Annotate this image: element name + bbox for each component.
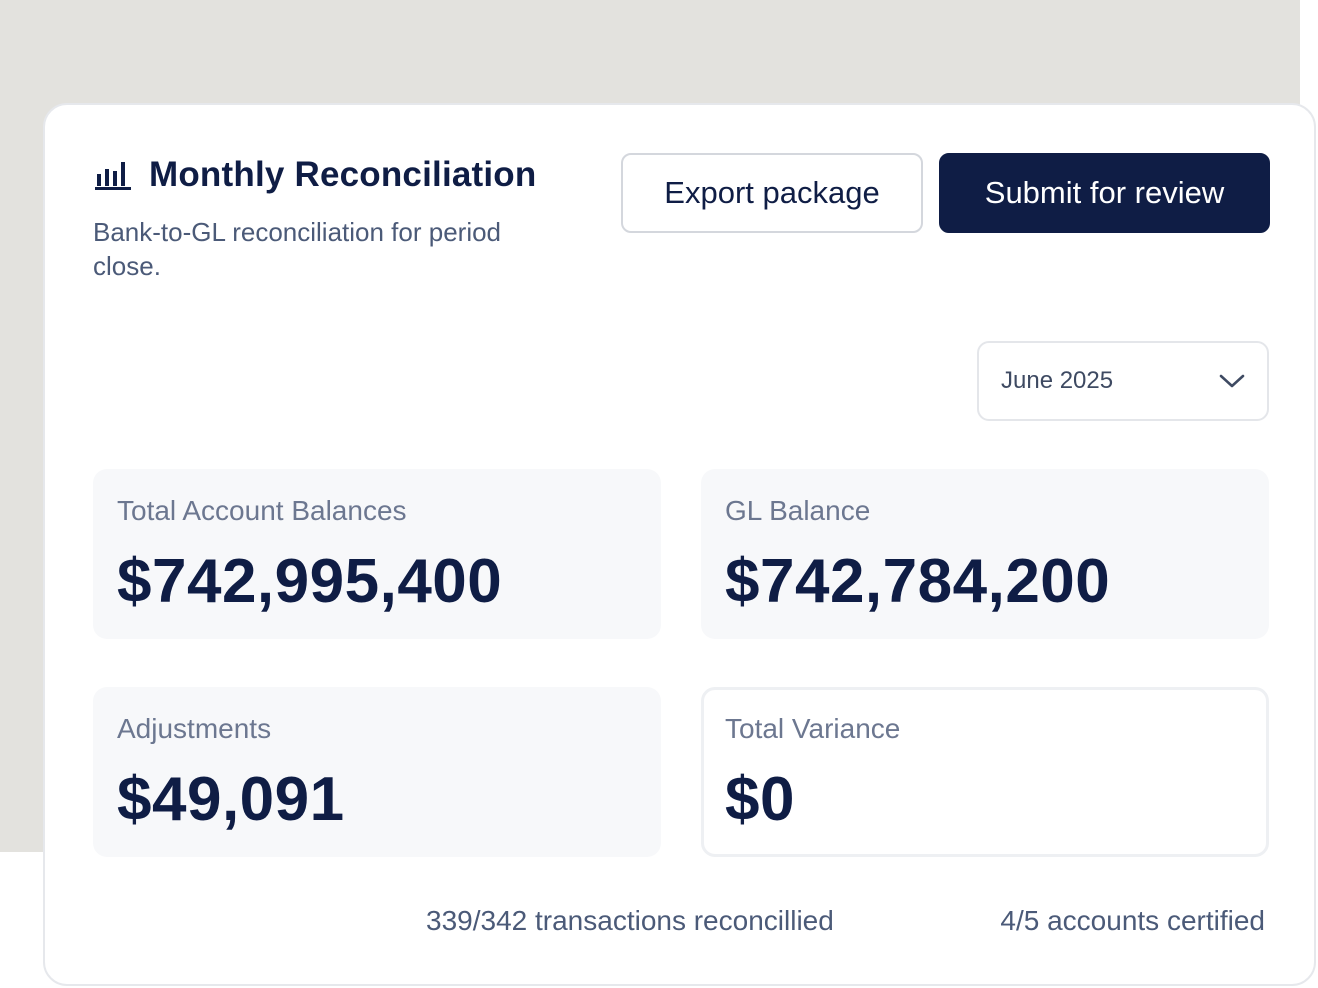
accounts-certified-stat: 4/5 accounts certified bbox=[1000, 905, 1265, 936]
metric-value: $742,995,400 bbox=[117, 547, 503, 616]
submit-for-review-button[interactable]: Submit for review bbox=[939, 153, 1270, 233]
metric-label: Adjustments bbox=[117, 713, 272, 744]
metric-value: $742,784,200 bbox=[725, 547, 1111, 616]
export-package-button[interactable]: Export package bbox=[621, 153, 923, 233]
period-select[interactable]: June 2025 bbox=[977, 341, 1269, 421]
transactions-reconciled-stat: 339/342 transactions reconcillied bbox=[426, 905, 834, 936]
page-title: Monthly Reconciliation bbox=[149, 155, 537, 194]
metric-value: $49,091 bbox=[117, 765, 345, 834]
metric-value: $0 bbox=[725, 765, 795, 834]
metric-gl-balance: GL Balance $742,784,200 bbox=[701, 469, 1269, 639]
metric-label: Total Variance bbox=[725, 713, 901, 744]
metric-total-account-balances: Total Account Balances $742,995,400 bbox=[93, 469, 661, 639]
chevron-down-icon bbox=[1219, 374, 1245, 388]
metric-total-variance: Total Variance $0 bbox=[701, 687, 1269, 857]
header-title-row: Monthly Reconciliation bbox=[95, 155, 536, 195]
metric-adjustments: Adjustments $49,091 bbox=[93, 687, 661, 857]
reconciliation-card: Monthly Reconciliation Bank-to-GL reconc… bbox=[43, 103, 1316, 986]
metric-label: Total Account Balances bbox=[117, 495, 407, 526]
bar-chart-icon bbox=[95, 162, 131, 190]
period-select-value: June 2025 bbox=[1001, 367, 1114, 394]
page-subtitle: Bank-to-GL reconciliation for period clo… bbox=[93, 217, 502, 281]
metric-label: GL Balance bbox=[725, 495, 871, 526]
